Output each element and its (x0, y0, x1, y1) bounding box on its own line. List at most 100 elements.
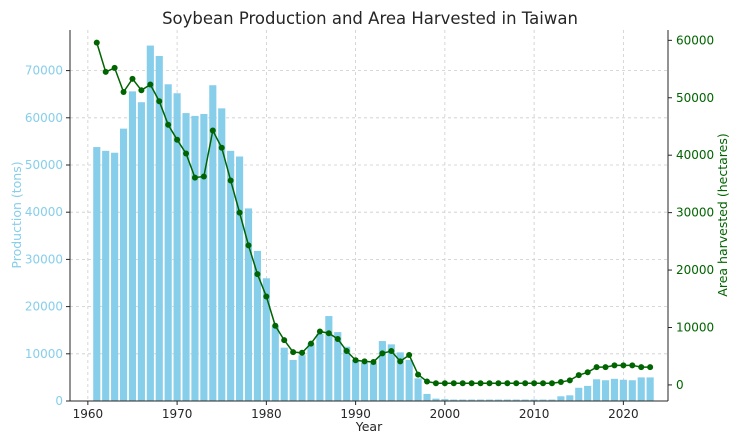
area-point (102, 68, 109, 75)
production-bar (218, 108, 226, 401)
production-bar (262, 278, 270, 401)
area-point (647, 364, 654, 371)
production-bar (200, 114, 208, 401)
production-bar (610, 378, 619, 401)
x-axis-label: Year (355, 419, 383, 434)
area-point (388, 348, 395, 355)
area-point (602, 364, 609, 371)
area-point (218, 144, 225, 151)
production-bar (539, 399, 547, 401)
area-point (370, 358, 377, 365)
area-point (245, 242, 252, 249)
area-point (504, 380, 511, 387)
area-point (307, 340, 314, 347)
production-bar (646, 377, 654, 401)
area-point (209, 127, 216, 134)
right-y-tick-label: 60000 (676, 33, 714, 47)
production-bar (512, 399, 520, 401)
area-point (165, 121, 172, 128)
left-y-axis-label: Production (tons) (9, 161, 24, 268)
area-point (495, 380, 502, 387)
area-point (566, 377, 573, 384)
area-point (468, 380, 475, 387)
x-tick-label: 2000 (430, 407, 461, 421)
area-point (147, 81, 154, 88)
area-point (450, 380, 457, 387)
area-point (352, 357, 359, 364)
left-y-tick-label: 40000 (25, 205, 63, 219)
production-bar (227, 150, 235, 401)
area-point (441, 380, 448, 387)
production-bar (164, 84, 172, 401)
left-y-axis-ticks: 0 10000 20000 30000 40000 50000 60000 70000 (25, 64, 70, 408)
area-point (183, 150, 190, 157)
production-bar (575, 387, 583, 401)
production-bar (378, 341, 386, 401)
production-bar (93, 147, 101, 401)
area-point (638, 364, 645, 371)
left-y-tick-label: 0 (55, 394, 63, 408)
area-point (513, 380, 520, 387)
area-point (486, 380, 493, 387)
production-bar (459, 399, 467, 401)
area-point (432, 380, 439, 387)
left-y-tick-label: 50000 (25, 158, 63, 172)
area-point (254, 271, 261, 278)
production-bar (334, 332, 342, 401)
production-bar (468, 399, 476, 401)
area-point (272, 322, 279, 329)
production-bar (298, 355, 306, 401)
area-point (477, 380, 484, 387)
area-point (200, 173, 207, 180)
area-point (406, 352, 413, 359)
x-tick-label: 1980 (251, 407, 282, 421)
area-point (424, 378, 431, 385)
production-bar (432, 398, 440, 401)
production-bar (423, 393, 431, 401)
area-point (227, 177, 234, 184)
area-point (531, 380, 538, 387)
right-y-tick-label: 10000 (676, 320, 714, 334)
left-y-tick-label: 10000 (25, 347, 63, 361)
production-bar (111, 152, 119, 401)
area-point (93, 39, 100, 46)
x-tick-label: 1990 (340, 407, 371, 421)
area-point (281, 337, 288, 344)
production-bar (637, 377, 645, 401)
right-y-tick-label: 50000 (676, 91, 714, 105)
area-point (129, 75, 136, 82)
production-bars (93, 45, 654, 402)
area-point (584, 369, 591, 376)
area-point (120, 89, 127, 96)
area-point (316, 328, 323, 335)
area-point (459, 380, 466, 387)
production-bar (316, 333, 324, 401)
left-y-tick-label: 60000 (25, 111, 63, 125)
production-bar (441, 399, 449, 401)
area-point (397, 358, 404, 365)
area-point (522, 380, 529, 387)
area-point (548, 380, 555, 387)
area-point (540, 380, 547, 387)
production-bar (476, 399, 485, 401)
production-bar (601, 380, 610, 401)
production-bar (584, 385, 592, 401)
production-bar (352, 359, 360, 401)
area-point (325, 330, 332, 337)
production-bar (360, 362, 369, 401)
area-point (379, 350, 386, 357)
production-bar (396, 352, 404, 401)
production-bar (191, 115, 199, 401)
production-bar (548, 399, 556, 401)
area-point (415, 371, 422, 378)
area-point (263, 293, 270, 300)
area-point (593, 364, 600, 371)
production-bar (146, 45, 154, 402)
area-point (575, 372, 582, 379)
area-line (93, 39, 654, 387)
x-tick-label: 1960 (73, 407, 104, 421)
production-bar (503, 399, 511, 401)
production-bar (369, 363, 378, 401)
right-y-tick-label: 30000 (676, 206, 714, 220)
